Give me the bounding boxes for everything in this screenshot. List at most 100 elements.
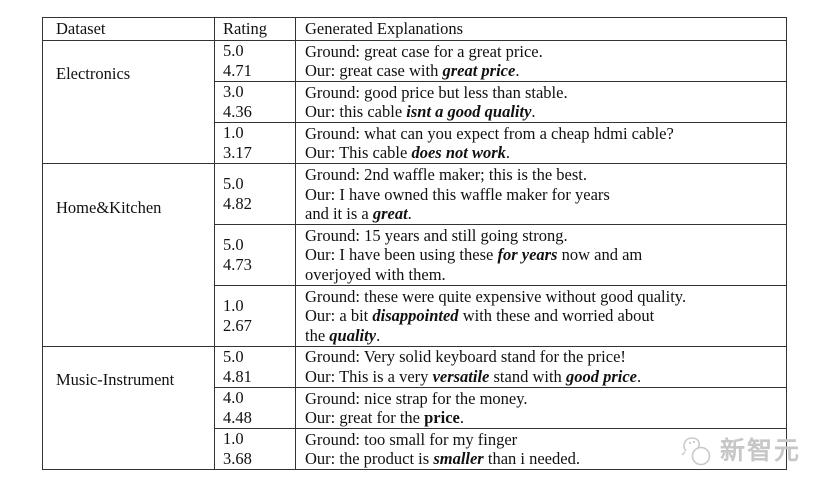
- table-row: 1.0 2.67 Ground: these were quite expensiv…: [215, 286, 786, 346]
- rating-value: 4.82: [223, 194, 252, 214]
- text-segment: with these and worried about: [458, 306, 655, 326]
- explanation-cell: Ground: too small for my finger Our: the …: [296, 429, 786, 469]
- text-segment: disappointed: [372, 306, 459, 326]
- dataset-group: Home&Kitchen 5.0 4.82 Ground: 2nd waffle ma…: [43, 164, 786, 347]
- explanation-cell: Ground: nice strap for the money. Our: gr…: [296, 388, 786, 428]
- text-segment: Our: This cable: [305, 143, 412, 163]
- text-segment: .: [515, 61, 520, 81]
- text-segment: quality: [329, 326, 377, 346]
- rating-value: 5.0: [223, 41, 244, 61]
- rating-value: 4.48: [223, 408, 252, 428]
- text-segment: Our: great for the: [305, 408, 425, 428]
- rating-cell: 4.0 4.48: [215, 388, 296, 429]
- explanation-line: and it is a great.: [305, 204, 786, 224]
- dataset-label: Home&Kitchen: [56, 198, 162, 218]
- text-segment: Ground: nice strap for the money.: [305, 388, 528, 408]
- text-segment: Our: This is a very: [305, 367, 433, 387]
- group-rows: 5.0 4.81 Ground: Very solid keyboard stand…: [215, 346, 786, 470]
- text-segment: price: [424, 408, 460, 428]
- text-segment: than i needed.: [483, 449, 580, 469]
- rating-cell: 1.0 3.68: [215, 429, 296, 470]
- results-table: Dataset Rating Generated Explanations El…: [42, 17, 787, 471]
- group-rows: 5.0 4.82 Ground: 2nd waffle maker; this is…: [215, 164, 786, 346]
- text-segment: Ground: Very solid keyboard stand for th…: [305, 347, 626, 367]
- text-segment: isnt a good quality: [406, 102, 532, 122]
- table-row: 5.0 4.71 Ground: great case for a great pr…: [215, 41, 786, 83]
- text-segment: great: [372, 204, 408, 224]
- rating-value: 2.67: [223, 316, 252, 335]
- rating-cell: 5.0 4.82: [215, 164, 296, 225]
- rating-value: 5.0: [223, 235, 244, 255]
- rating-cell: 3.0 4.36: [215, 82, 296, 123]
- text-segment: stand with: [489, 367, 566, 387]
- text-segment: Our: the product is: [305, 449, 434, 469]
- explanation-line: overjoyed with them.: [305, 265, 786, 285]
- explanation-cell: Ground: 2nd waffle maker; this is the be…: [296, 164, 786, 224]
- dataset-label: Electronics: [56, 64, 131, 83]
- dataset-cell: Home&Kitchen: [43, 164, 215, 346]
- text-segment: .: [407, 204, 412, 224]
- text-segment: Our: this cable: [305, 102, 407, 122]
- table-row: 1.0 3.68 Ground: too small for my finger Ou…: [215, 429, 786, 470]
- text-segment: Ground: too small for my finger: [305, 429, 518, 449]
- text-segment: Our: I have been using these: [305, 245, 498, 265]
- table-row: 5.0 4.82 Ground: 2nd waffle maker; this is…: [215, 164, 786, 226]
- text-segment: now and am: [557, 245, 643, 265]
- dataset-label: Music-Instrument: [56, 369, 175, 389]
- text-segment: versatile: [432, 367, 490, 387]
- explanation-line: Ground: too small for my finger: [305, 430, 786, 450]
- explanation-line: Our: I have been using these for years n…: [305, 245, 786, 265]
- rating-cell: 1.0 2.67: [215, 286, 296, 346]
- explanation-cell: Ground: what can you expect from a cheap…: [296, 123, 786, 163]
- header-dataset: Dataset: [43, 18, 215, 40]
- text-segment: .: [376, 326, 381, 346]
- dataset-group: Music-Instrument 5.0 4.81 Ground: Very soli…: [43, 346, 786, 470]
- rating-value: 4.73: [223, 255, 252, 275]
- text-segment: smaller: [433, 449, 484, 469]
- text-segment: Ground: these were quite expensive witho…: [305, 286, 687, 306]
- dataset-cell: Music-Instrument: [43, 346, 215, 470]
- text-segment: overjoyed with them.: [305, 265, 446, 285]
- explanation-cell: Ground: Very solid keyboard stand for th…: [296, 347, 786, 387]
- explanation-line: Our: great case with great price.: [305, 61, 786, 81]
- explanation-line: Our: this cable isnt a good quality.: [305, 102, 786, 122]
- rating-value: 3.68: [223, 449, 252, 469]
- rating-value: 5.0: [223, 174, 244, 194]
- explanation-line: Ground: good price but less than stable.: [305, 83, 786, 103]
- table-body: Electronics 5.0 4.71 Ground: great case for…: [43, 41, 786, 470]
- rating-cell: 5.0 4.73: [215, 225, 296, 286]
- text-segment: Our: great case with: [305, 61, 443, 81]
- table-row: 5.0 4.73 Ground: 15 years and still going …: [215, 225, 786, 287]
- header-rating: Rating: [215, 18, 296, 40]
- table-header: Dataset Rating Generated Explanations: [43, 18, 786, 41]
- explanation-line: Our: a bit disappointed with these and w…: [305, 306, 786, 326]
- rating-value: 3.0: [223, 82, 244, 102]
- rating-value: 4.36: [223, 102, 252, 122]
- text-segment: and it is a: [305, 204, 373, 224]
- text-segment: Our: a bit: [305, 306, 373, 326]
- rating-value: 1.0: [223, 123, 244, 143]
- explanation-line: Ground: Very solid keyboard stand for th…: [305, 347, 786, 367]
- explanation-line: Our: This is a very versatile stand with…: [305, 367, 786, 387]
- rating-value: 1.0: [223, 429, 244, 449]
- rating-value: 3.17: [223, 143, 252, 163]
- explanation-cell: Ground: 15 years and still going strong.…: [296, 225, 786, 285]
- explanation-line: Ground: 15 years and still going strong.: [305, 226, 786, 246]
- dataset-group: Electronics 5.0 4.71 Ground: great case for…: [43, 41, 786, 165]
- explanation-line: Ground: nice strap for the money.: [305, 389, 786, 409]
- text-segment: .: [531, 102, 536, 122]
- explanation-line: Our: I have owned this waffle maker for …: [305, 185, 786, 205]
- rating-value: 4.81: [223, 367, 252, 386]
- explanation-line: Ground: these were quite expensive witho…: [305, 287, 786, 307]
- text-segment: great price: [442, 61, 516, 81]
- explanation-cell: Ground: these were quite expensive witho…: [296, 286, 786, 346]
- explanation-line: Our: the product is smaller than i neede…: [305, 449, 786, 469]
- rating-value: 4.71: [223, 61, 252, 81]
- text-segment: Ground: great case for a great price.: [305, 41, 543, 61]
- dataset-cell: Electronics: [43, 41, 215, 164]
- text-segment: .: [505, 143, 511, 163]
- explanation-line: Our: great for the price.: [305, 408, 786, 428]
- text-segment: good price: [565, 367, 637, 387]
- rating-value: 5.0: [223, 347, 244, 367]
